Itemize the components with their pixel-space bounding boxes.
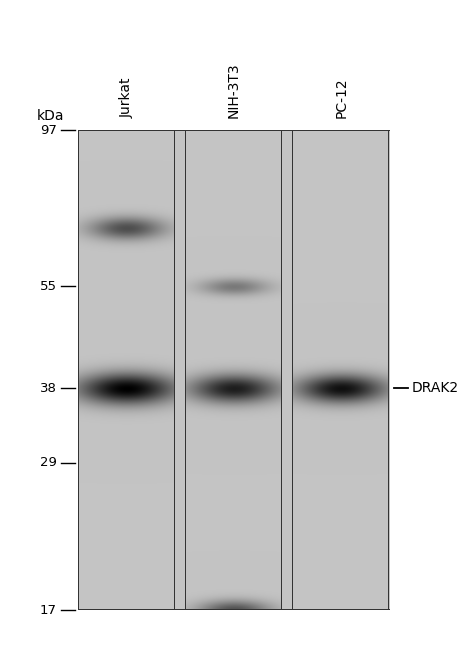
- Text: kDa: kDa: [36, 109, 64, 123]
- Text: PC-12: PC-12: [334, 78, 348, 118]
- Text: 29: 29: [40, 457, 57, 469]
- Text: DRAK2: DRAK2: [412, 381, 459, 396]
- Text: 55: 55: [40, 280, 57, 293]
- Text: Jurkat: Jurkat: [119, 78, 134, 118]
- Text: NIH-3T3: NIH-3T3: [227, 62, 241, 118]
- Text: 17: 17: [40, 604, 57, 616]
- Text: 38: 38: [40, 382, 57, 395]
- Text: 97: 97: [40, 124, 57, 137]
